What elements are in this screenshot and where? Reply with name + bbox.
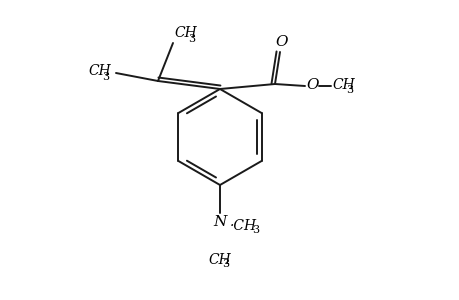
Text: 3: 3: [188, 34, 195, 44]
Text: CH: CH: [174, 26, 196, 40]
Text: 3: 3: [345, 85, 353, 95]
Text: O: O: [305, 78, 318, 92]
Text: CH: CH: [331, 78, 354, 92]
Text: 3: 3: [222, 259, 229, 269]
Text: 3: 3: [252, 225, 258, 235]
Text: CH: CH: [88, 64, 111, 78]
Text: ·CH: ·CH: [230, 219, 257, 233]
Text: O: O: [275, 35, 288, 49]
Text: CH: CH: [207, 253, 230, 267]
Text: 3: 3: [102, 72, 109, 82]
Text: N: N: [213, 215, 226, 229]
